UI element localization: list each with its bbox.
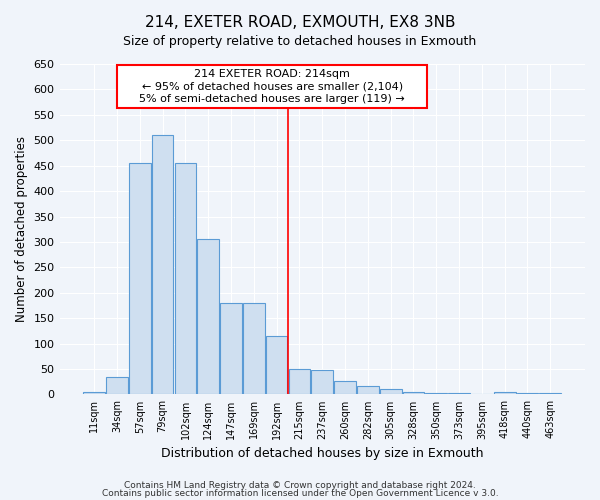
Y-axis label: Number of detached properties: Number of detached properties: [15, 136, 28, 322]
Bar: [197, 240, 219, 394]
Text: 5% of semi-detached houses are larger (119) →: 5% of semi-detached houses are larger (1…: [139, 94, 405, 104]
Text: Contains public sector information licensed under the Open Government Licence v : Contains public sector information licen…: [101, 489, 499, 498]
Bar: [83, 392, 105, 394]
FancyBboxPatch shape: [117, 65, 427, 108]
Bar: [129, 163, 151, 394]
Bar: [266, 336, 287, 394]
Bar: [380, 390, 401, 394]
Bar: [175, 163, 196, 394]
X-axis label: Distribution of detached houses by size in Exmouth: Distribution of detached houses by size …: [161, 447, 484, 460]
Bar: [243, 303, 265, 394]
Bar: [357, 386, 379, 394]
Text: 214, EXETER ROAD, EXMOUTH, EX8 3NB: 214, EXETER ROAD, EXMOUTH, EX8 3NB: [145, 15, 455, 30]
Bar: [403, 392, 424, 394]
Bar: [106, 376, 128, 394]
Bar: [152, 135, 173, 394]
Bar: [289, 369, 310, 394]
Text: Contains HM Land Registry data © Crown copyright and database right 2024.: Contains HM Land Registry data © Crown c…: [124, 480, 476, 490]
Bar: [220, 303, 242, 394]
Text: ← 95% of detached houses are smaller (2,104): ← 95% of detached houses are smaller (2,…: [142, 82, 403, 92]
Bar: [539, 393, 561, 394]
Bar: [425, 393, 447, 394]
Bar: [334, 380, 356, 394]
Bar: [494, 392, 515, 394]
Text: Size of property relative to detached houses in Exmouth: Size of property relative to detached ho…: [124, 35, 476, 48]
Bar: [517, 393, 538, 394]
Bar: [311, 370, 333, 394]
Text: 214 EXETER ROAD: 214sqm: 214 EXETER ROAD: 214sqm: [194, 69, 350, 79]
